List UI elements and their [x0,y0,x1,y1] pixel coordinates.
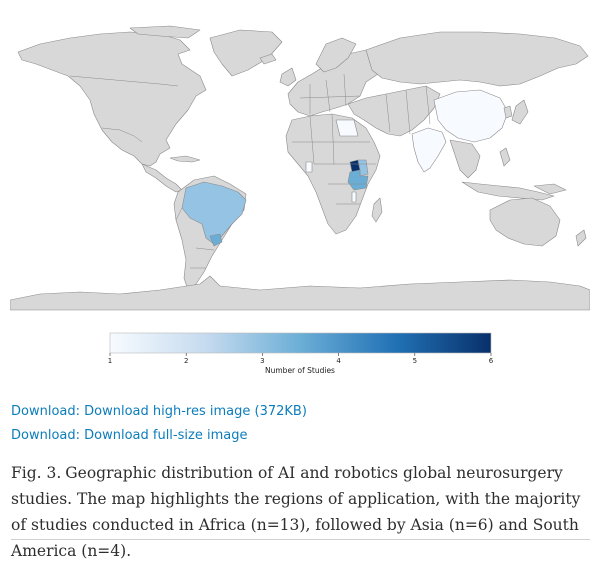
philippines [499,147,511,167]
colorbar-legend: 1 2 3 4 5 6 Number of Studies [0,326,592,378]
antarctica-landmass [10,275,590,311]
australia-landmass [489,197,561,247]
caption-divider [11,539,590,540]
colorbar-tick-label: 4 [336,357,341,365]
south-america-borders [175,207,215,269]
scandinavia [315,37,357,73]
choropleth-map-figure [10,24,590,312]
indonesia-philippines [461,181,555,201]
colorbar-svg: 1 2 3 4 5 6 Number of Studies [108,332,494,375]
figure-caption: Fig. 3. Geographic distribution of AI and… [11,460,586,564]
download-full-size-link[interactable]: Download: Download full-size image [11,428,248,443]
ghana-region [305,161,313,173]
africa-borders [292,113,376,205]
colorbar-tick-label: 1 [108,357,112,365]
egypt-region [335,119,359,137]
arctic-islands [129,25,201,39]
canada-border-line [69,75,179,87]
new-zealand [575,229,587,247]
colorbar-label: Number of Studies [265,366,335,375]
caption-text: Geographic distribution of AI and roboti… [11,464,581,560]
colorbar-tick-label: 6 [489,357,494,365]
iceland [259,53,277,65]
north-america-landmass [17,31,207,167]
uruguay-region [209,233,223,247]
middle-east-central-asia [347,85,441,137]
download-high-res-link[interactable]: Download: Download high-res image (372KB… [11,404,307,419]
uk-ireland [279,67,297,87]
colorbar-tick-label: 5 [413,357,417,365]
malawi-region [351,191,357,203]
europe-borders [299,73,361,114]
new-guinea [533,183,567,195]
asia-borders [385,85,431,135]
us-mexico-border-line [101,127,143,143]
india-region [411,127,447,173]
brazil-region [181,181,247,245]
greenland [209,29,283,77]
japan [511,99,529,125]
korea [503,105,513,119]
tanzania-region [347,169,369,191]
colorbar-gradient [109,332,492,354]
colorbar-tick-label: 3 [260,357,264,365]
china-region [433,89,509,143]
central-america [141,163,183,193]
colorbar-tick-label: 2 [184,357,188,365]
madagascar [371,197,383,223]
southeast-asia [449,139,481,179]
caribbean-islands [169,155,201,163]
download-links: Download: Download high-res image (372KB… [11,400,571,448]
russia-landmass [365,31,589,87]
world-map [10,25,590,311]
caption-label: Fig. 3. [11,464,62,482]
